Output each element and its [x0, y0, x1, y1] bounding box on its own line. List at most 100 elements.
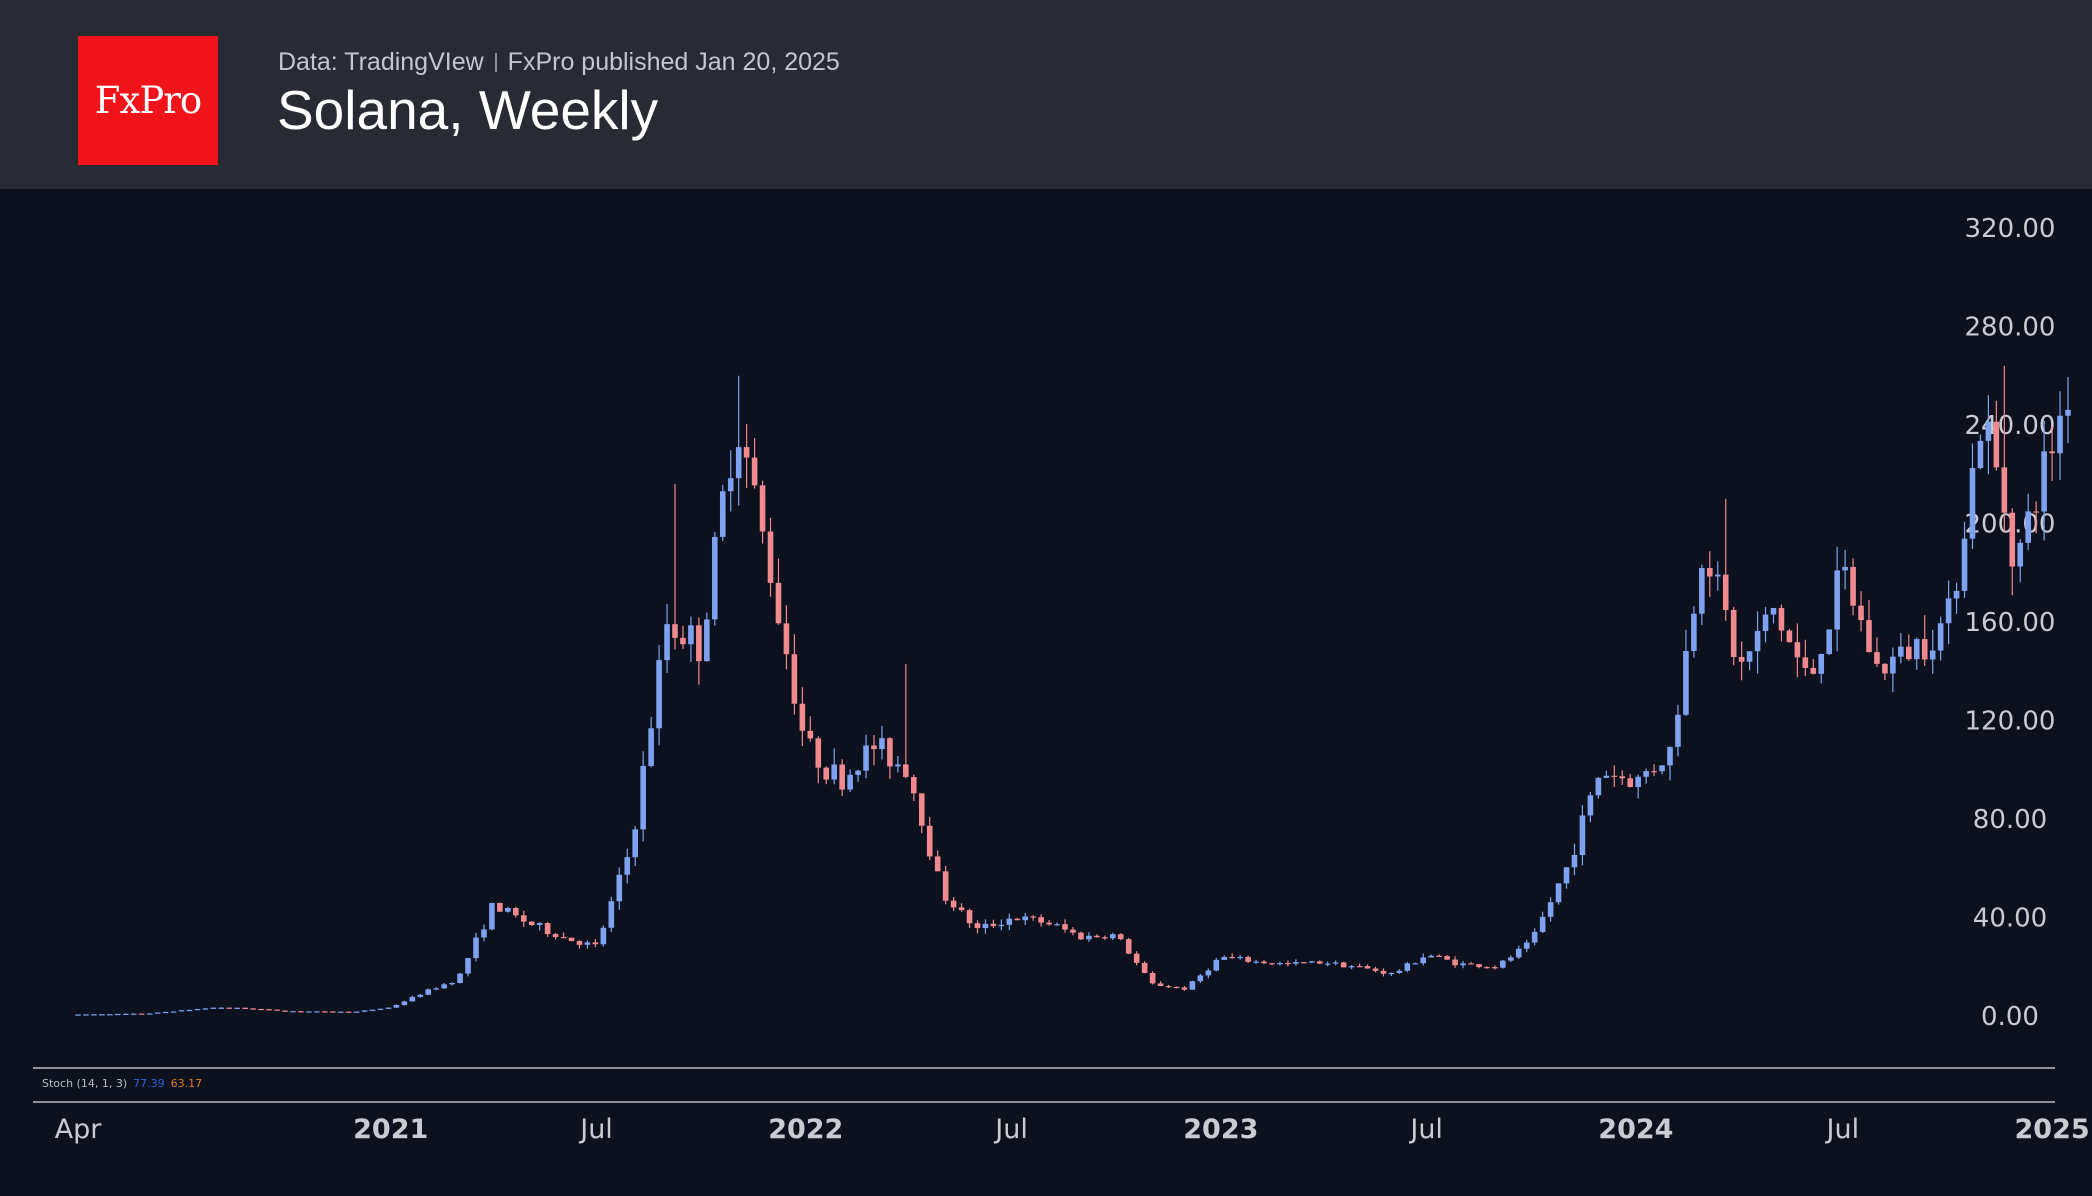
candle — [552, 933, 559, 940]
candle — [457, 972, 463, 984]
candle-body — [2057, 415, 2063, 454]
candle — [942, 865, 949, 905]
candle — [1945, 580, 1952, 645]
candle — [528, 921, 535, 927]
candle — [449, 982, 455, 986]
candle-body — [584, 942, 591, 945]
candle — [560, 932, 567, 939]
x-tick-label: 2023 — [1183, 1114, 1258, 1145]
candle-body — [130, 1013, 137, 1015]
candle-body — [664, 624, 670, 661]
candle — [2025, 493, 2031, 551]
candle-body — [807, 730, 814, 739]
candle — [1157, 981, 1164, 987]
candle — [178, 1010, 185, 1012]
x-tick-label: Jul — [993, 1114, 1028, 1145]
candle — [791, 634, 798, 715]
candle-body — [1476, 964, 1482, 968]
candle-body — [210, 1007, 217, 1009]
candle-body — [855, 770, 861, 775]
candle-body — [831, 764, 837, 780]
candle — [226, 1007, 233, 1009]
candle-body — [2041, 451, 2047, 512]
candle-body — [823, 767, 830, 780]
candle — [823, 766, 830, 785]
candle-body — [990, 923, 997, 927]
candle-body — [712, 536, 718, 620]
candle — [958, 903, 965, 912]
candle-body — [1531, 931, 1538, 943]
candle — [1563, 866, 1570, 889]
candle-body — [1309, 961, 1315, 963]
candle-body — [608, 901, 615, 928]
candle-body — [1508, 957, 1514, 961]
candle — [1340, 961, 1347, 968]
candle-body — [2001, 467, 2008, 513]
candle — [815, 736, 822, 784]
candle — [934, 850, 941, 872]
candle-body — [505, 908, 511, 912]
candle-body — [1388, 972, 1395, 975]
candle-body — [417, 994, 424, 997]
candle — [130, 1013, 137, 1015]
candle — [1539, 911, 1546, 933]
candle-body — [1683, 651, 1689, 715]
candle-body — [1117, 934, 1124, 940]
candle — [401, 1000, 408, 1006]
candle — [1961, 521, 1968, 598]
candle-body — [99, 1014, 105, 1016]
candle — [1603, 770, 1610, 779]
candle-body — [799, 703, 806, 731]
candle — [1348, 965, 1355, 970]
candle-body — [186, 1009, 193, 1012]
candle — [2057, 391, 2063, 481]
candle-body — [1261, 961, 1267, 964]
candle-body — [107, 1014, 113, 1016]
candle — [775, 558, 782, 625]
candle-body — [1579, 815, 1586, 855]
candle — [274, 1009, 280, 1011]
candle-body — [934, 856, 941, 872]
candle-body — [1754, 631, 1761, 652]
candle — [1396, 969, 1403, 974]
candle — [1428, 954, 1434, 958]
candle — [974, 920, 981, 934]
candle — [1412, 962, 1419, 965]
candle-body — [1452, 959, 1458, 966]
y-tick-label: 40.00 — [1973, 904, 2047, 934]
candle — [1858, 591, 1864, 632]
candle-body — [1492, 967, 1498, 969]
candle — [1794, 623, 1801, 678]
candle — [966, 908, 973, 928]
candle — [154, 1012, 161, 1014]
candle — [1324, 961, 1331, 967]
candle-body — [1691, 613, 1697, 652]
candle-body — [918, 793, 925, 826]
candle — [887, 737, 893, 779]
candle-body — [1595, 777, 1602, 796]
candle — [242, 1007, 248, 1009]
candle-body — [1110, 934, 1116, 939]
candle-body — [1906, 646, 1912, 660]
candle — [1667, 746, 1673, 781]
candle — [1882, 663, 1888, 681]
candle-body — [1062, 924, 1068, 930]
candle — [282, 1010, 288, 1012]
x-tick-label: 2021 — [353, 1114, 428, 1145]
candle-body — [560, 937, 567, 939]
candle — [759, 480, 766, 544]
candle-body — [727, 478, 734, 492]
candle-body — [1850, 566, 1856, 606]
candle — [210, 1007, 217, 1009]
candle — [1929, 629, 1936, 674]
candle-body — [2033, 511, 2039, 513]
chart-title: Solana, Weekly — [277, 79, 659, 141]
candle — [1301, 961, 1307, 964]
candle — [2049, 426, 2055, 481]
candle-body — [1913, 639, 1920, 660]
candle — [568, 937, 575, 942]
candle — [807, 716, 814, 742]
candle — [743, 423, 750, 489]
y-axis: 0.0040.0080.00120.00160.00200.00240.0028… — [1965, 214, 2056, 1032]
candle-body — [473, 937, 479, 959]
